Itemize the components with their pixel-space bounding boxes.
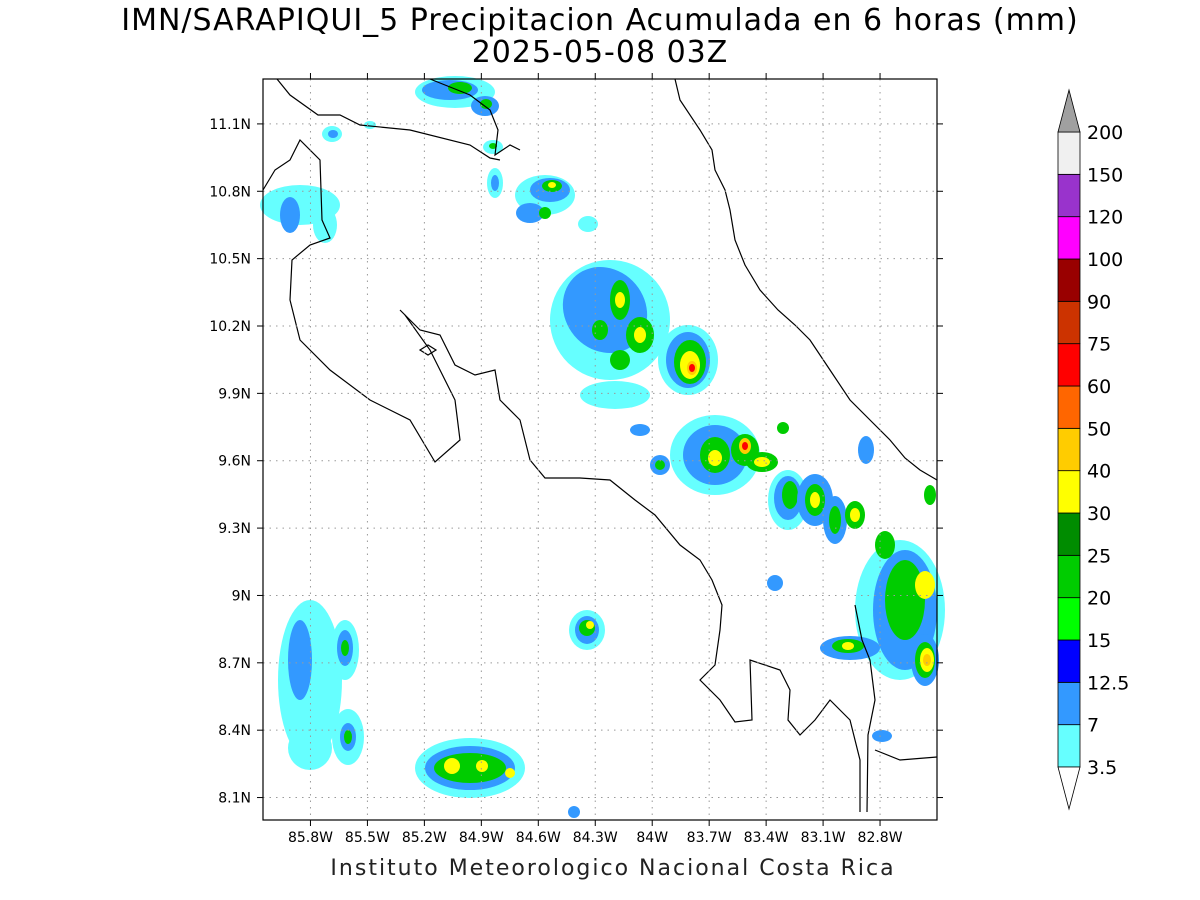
colorbar-box <box>1057 343 1081 387</box>
lon-tick-label: 83.4W <box>744 830 789 846</box>
colorbar-box <box>1057 300 1081 345</box>
map-frame <box>262 78 938 821</box>
lon-tick-label: 83.1W <box>801 830 846 846</box>
colorbar-label: 150 <box>1087 164 1123 186</box>
colorbar-label: 3.5 <box>1087 757 1117 779</box>
longitude-axis: 85.8W 85.5W 85.2W 84.9W 84.6W 84.3W 84W 83.7W 83… <box>288 73 903 846</box>
colorbar-min-arrow <box>1057 766 1081 811</box>
island-nicoya <box>418 344 438 356</box>
rain-band-caribbean <box>630 415 874 544</box>
colorbar-box <box>1057 554 1081 599</box>
colorbar-label: 40 <box>1087 461 1111 483</box>
lat-tick-label: 10.8N <box>209 184 251 200</box>
lon-tick-label: 84.9W <box>459 830 504 846</box>
rain-band-south-caribbean <box>767 485 945 742</box>
colorbar-max-arrow <box>1057 88 1081 133</box>
lat-tick-label: 8.4N <box>218 723 251 739</box>
colorbar-label: 20 <box>1087 588 1111 610</box>
colorbar-label: 200 <box>1087 122 1123 144</box>
colorbar-label: 15 <box>1087 630 1111 652</box>
colorbar-label: 90 <box>1087 291 1111 313</box>
rain-cluster-osa <box>415 738 580 818</box>
map-frame-background <box>263 79 937 820</box>
colorbar-box <box>1057 427 1081 472</box>
colorbar-box <box>1057 385 1081 429</box>
precipitation-colorbar: 3.5 7 12.5 15 20 25 30 40 50 60 75 90 100 120 150 200 <box>1057 88 1129 811</box>
colorbar-label: 75 <box>1087 334 1111 356</box>
rain-cluster-northern-plains <box>487 168 598 232</box>
rain-band-central <box>550 260 718 409</box>
lat-tick-label: 10.5N <box>209 252 251 268</box>
colorbar-label: 120 <box>1087 207 1123 229</box>
lon-tick-label: 84.3W <box>573 830 618 846</box>
lon-tick-label: 85.5W <box>345 830 390 846</box>
colorbar-box <box>1057 597 1081 641</box>
colorbar-box <box>1057 131 1081 175</box>
colorbar-label: 12.5 <box>1087 672 1129 694</box>
lat-tick-label: 9.3N <box>218 521 251 537</box>
colorbar-box <box>1057 173 1081 218</box>
lon-tick-label: 85.2W <box>402 830 447 846</box>
colorbar-box <box>1057 470 1081 514</box>
lat-tick-label: 8.1N <box>218 791 251 807</box>
colorbar-box <box>1057 512 1081 556</box>
gulf-of-nicoya <box>404 314 861 812</box>
lat-tick-label: 8.7N <box>218 656 251 672</box>
rain-cluster-pacific <box>278 600 605 770</box>
lake-nicaragua-shore <box>429 78 521 157</box>
latitude-axis: 11.1N 10.8N 10.5N 10.2N 9.9N 9.6N 9.3N 9N 8.7N 8.… <box>209 117 943 807</box>
lat-tick-label: 9.9N <box>218 386 251 402</box>
colorbar-box <box>1057 639 1081 683</box>
panama-coast <box>874 749 938 761</box>
lat-tick-label: 10.2N <box>209 319 251 335</box>
pacific-coast-north <box>262 138 461 463</box>
credit-text: Instituto Meteorologico Nacional Costa R… <box>330 856 896 881</box>
lat-tick-label: 9N <box>232 588 251 604</box>
colorbar-label: 100 <box>1087 249 1123 271</box>
colorbar-box <box>1057 681 1081 726</box>
caribbean-coast <box>674 78 938 481</box>
lon-tick-label: 83.7W <box>687 830 732 846</box>
colorbar-box <box>1057 216 1081 260</box>
coastlines <box>262 78 938 813</box>
panama-border <box>854 604 876 813</box>
colorbar-box <box>1057 258 1081 302</box>
colorbar-label: 25 <box>1087 545 1111 567</box>
lat-tick-label: 11.1N <box>209 117 251 133</box>
lat-tick-label: 9.6N <box>218 454 251 470</box>
rain-cluster-guanacaste-north <box>260 185 340 243</box>
colorbar-box <box>1057 724 1081 768</box>
colorbar-label: 50 <box>1087 418 1111 440</box>
map-grid <box>263 79 937 820</box>
colorbar-label: 60 <box>1087 376 1111 398</box>
colorbar-label: 30 <box>1087 503 1111 525</box>
lon-tick-label: 82.8W <box>858 830 903 846</box>
lon-tick-label: 84.6W <box>516 830 561 846</box>
colorbar-label: 7 <box>1087 715 1099 737</box>
precipitation-field <box>260 76 945 818</box>
lon-tick-label: 85.8W <box>288 830 333 846</box>
nicaragua-border-north <box>276 78 501 161</box>
map-datetime: 2025-05-08 03Z <box>471 35 729 70</box>
map-title: IMN/SARAPIQUI_5 Precipitacion Acumulada … <box>121 3 1079 38</box>
lon-tick-label: 84W <box>636 830 668 846</box>
